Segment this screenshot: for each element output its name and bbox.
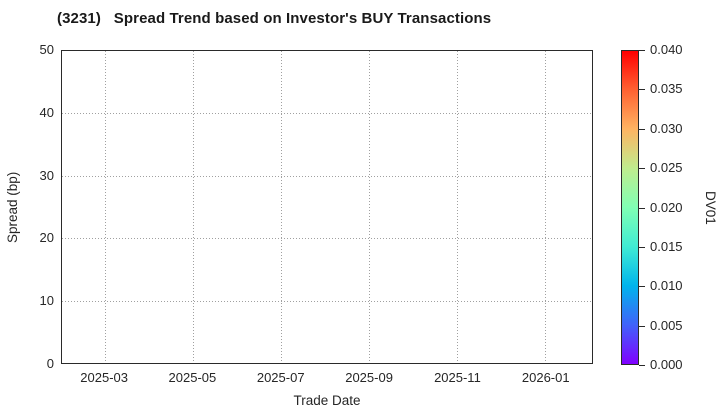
horizontal-gridline [62, 300, 592, 302]
colorbar-tick-label: 0.025 [650, 160, 683, 176]
colorbar-tick [639, 168, 645, 170]
colorbar-tick [639, 128, 645, 130]
x-axis-label: Trade Date [293, 393, 361, 408]
x-tick-label: 2025-07 [256, 370, 305, 385]
vertical-gridline [192, 51, 194, 363]
colorbar-tick-label: 0.000 [650, 357, 683, 372]
colorbar-label: DV01 [703, 190, 718, 225]
y-tick-label: 10 [39, 293, 54, 309]
vertical-gridline [280, 51, 282, 363]
vertical-gridline [104, 51, 106, 363]
y-tick-label: 50 [39, 42, 54, 57]
colorbar-tick [639, 207, 645, 209]
vertical-gridline [456, 51, 458, 363]
x-tick-label: 2025-03 [80, 370, 128, 385]
colorbar-tick-label: 0.035 [650, 81, 683, 97]
chart-title: (3231) Spread Trend based on Investor's … [57, 10, 492, 27]
colorbar-tick [639, 50, 645, 51]
colorbar-tick-label: 0.005 [650, 317, 683, 333]
colorbar-tick-label: 0.010 [650, 278, 683, 294]
colorbar-tick-label: 0.020 [650, 199, 683, 215]
colorbar-tick [639, 89, 645, 91]
colorbar-tick-label: 0.030 [650, 120, 683, 136]
colorbar [621, 50, 639, 365]
x-tick-label: 2025-11 [434, 370, 481, 385]
colorbar-tick [639, 286, 645, 288]
y-tick-label: 30 [39, 167, 54, 183]
colorbar-tick [639, 325, 645, 327]
y-tick-label: 0 [46, 356, 54, 371]
x-tick-label: 2026-01 [521, 370, 570, 385]
colorbar-tick [639, 246, 645, 248]
vertical-gridline [544, 51, 546, 363]
y-tick-label: 20 [39, 230, 54, 246]
x-tick-label: 2025-09 [345, 370, 393, 385]
colorbar-tick-label: 0.040 [650, 42, 683, 57]
vertical-gridline [368, 51, 370, 363]
y-tick-label: 40 [39, 104, 54, 120]
x-tick-label: 2025-05 [168, 370, 217, 385]
horizontal-gridline [62, 175, 592, 177]
horizontal-gridline [62, 113, 592, 115]
plot-area [61, 50, 593, 364]
colorbar-tick-label: 0.015 [650, 238, 683, 254]
horizontal-gridline [62, 238, 592, 240]
colorbar-tick [639, 365, 645, 366]
y-axis-label: Spread (bp) [5, 171, 20, 243]
